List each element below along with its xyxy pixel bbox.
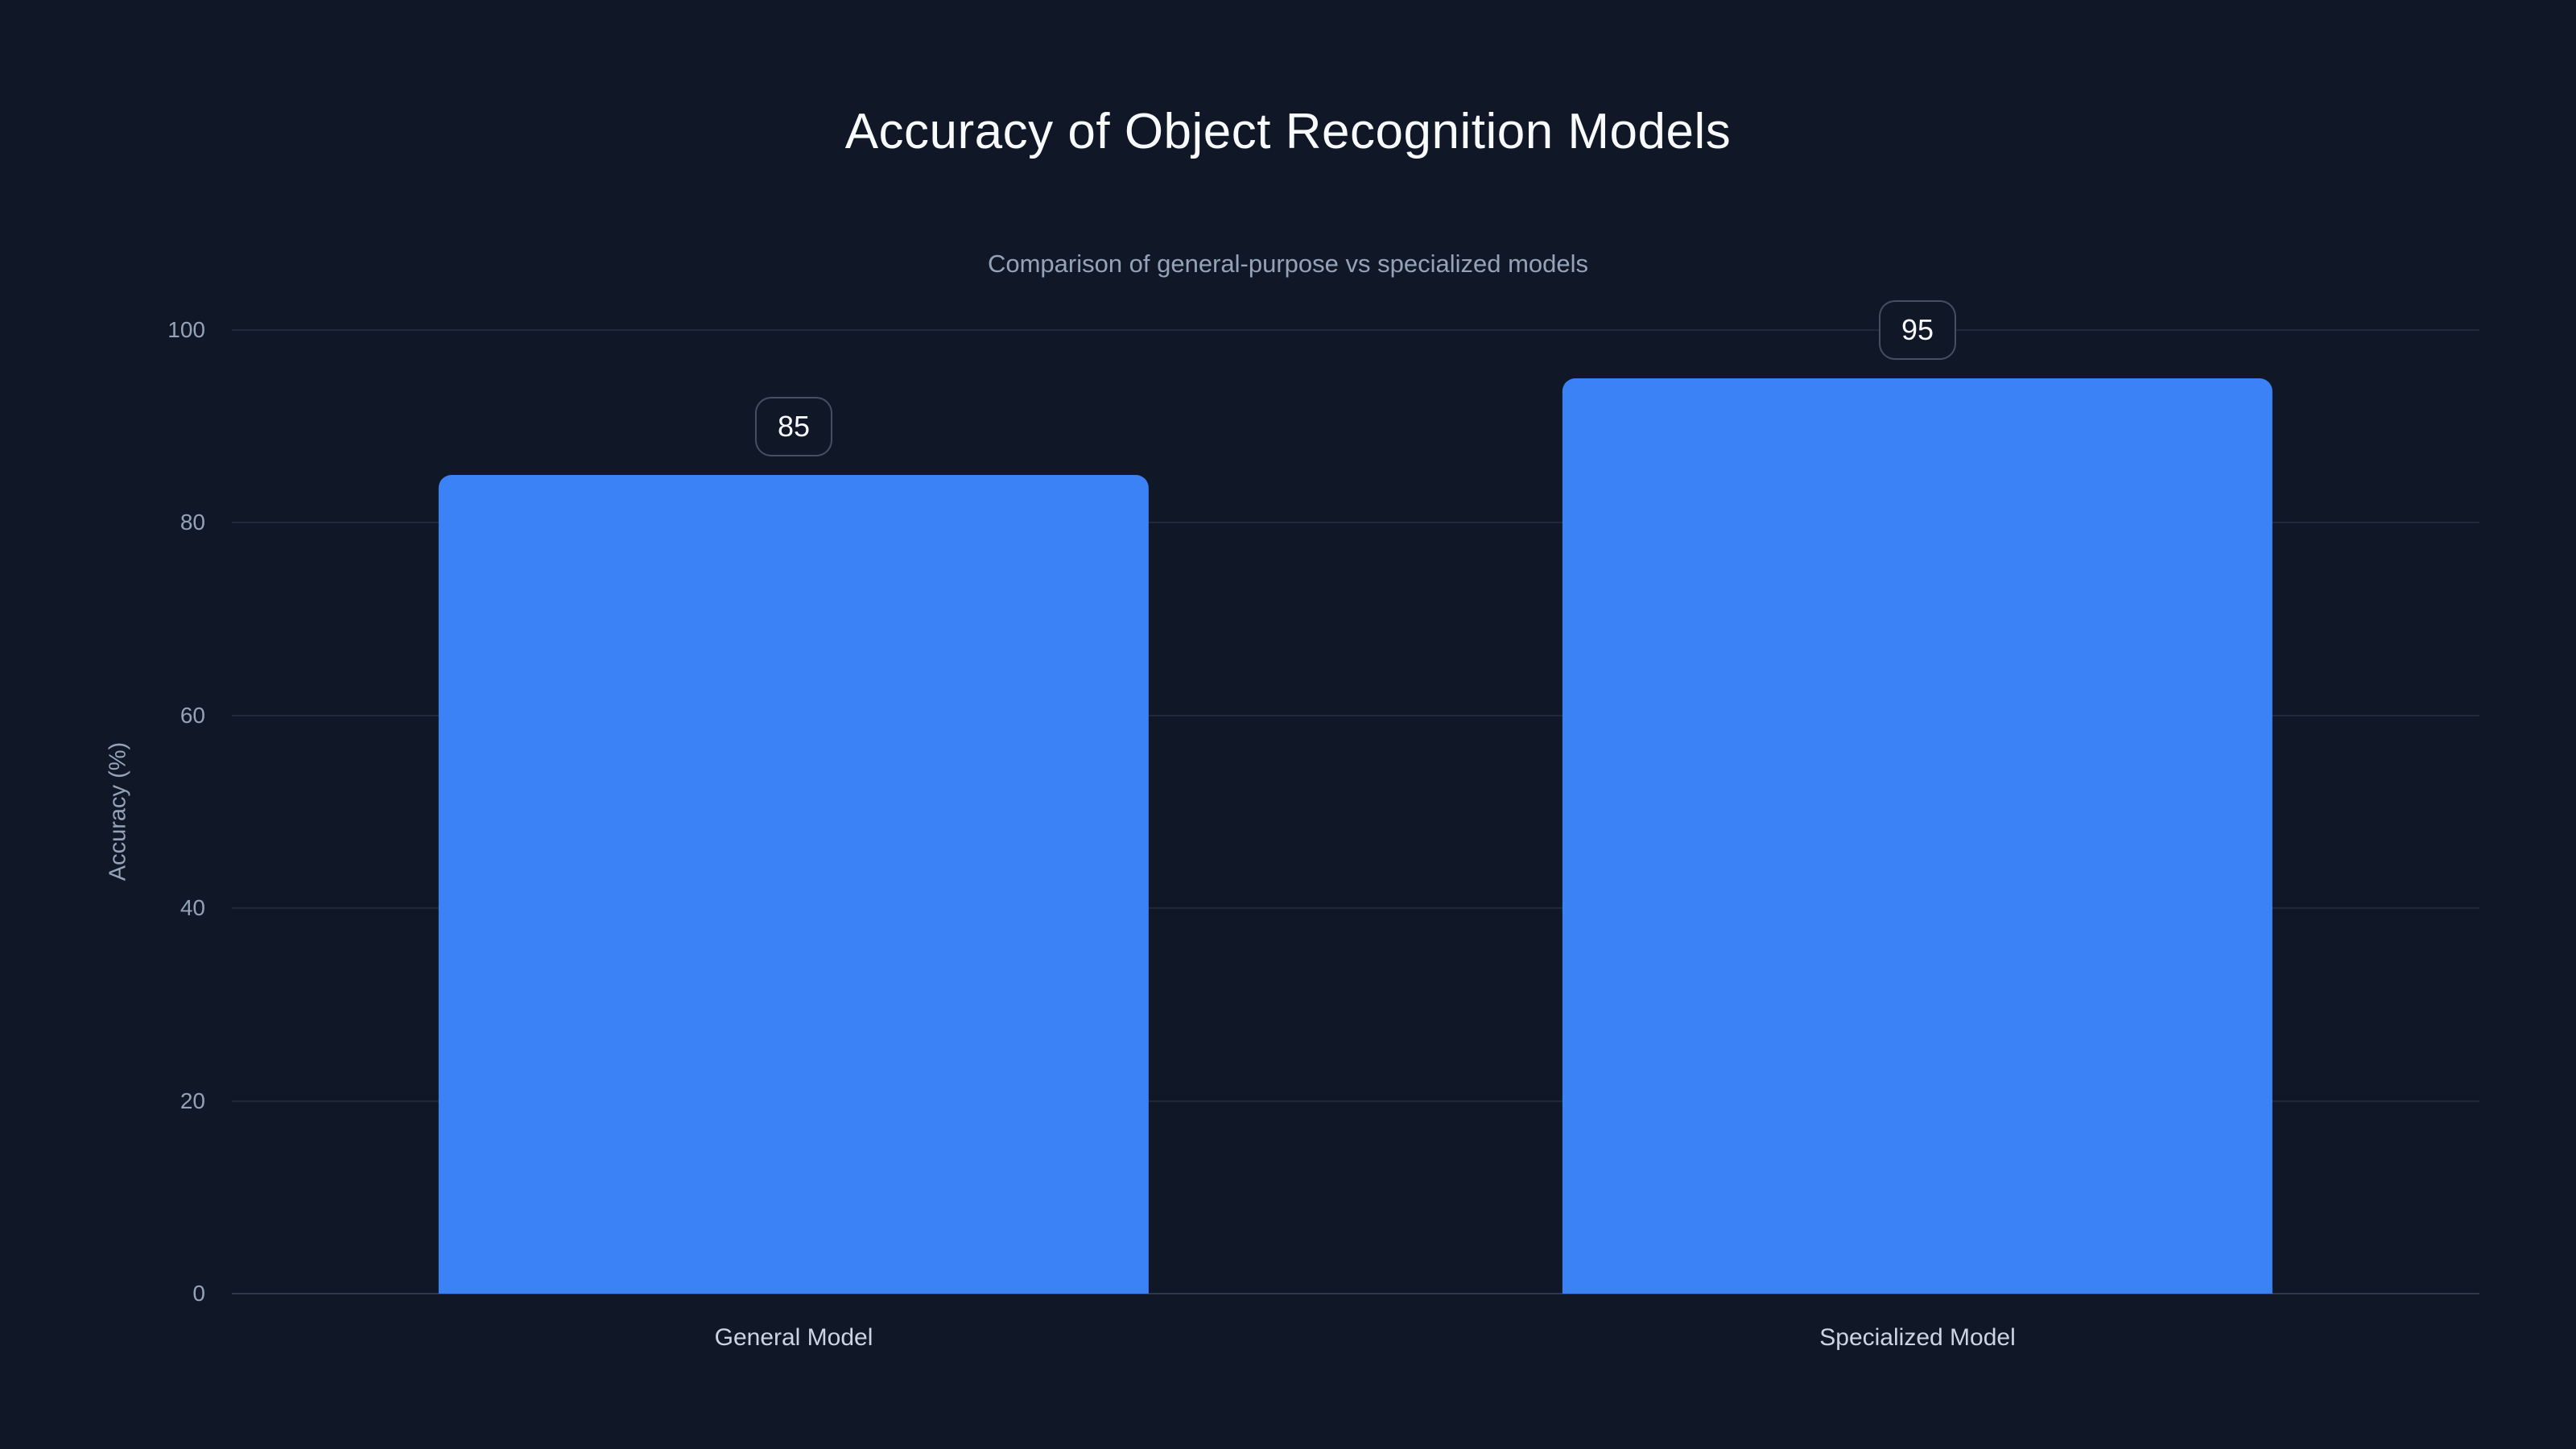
x-tick-label: Specialized Model (1819, 1324, 2016, 1351)
gridline (232, 522, 2479, 523)
gridline (232, 329, 2479, 331)
gridline (232, 907, 2479, 909)
y-tick-label: 20 (180, 1088, 205, 1113)
bar-general-model (438, 475, 1150, 1294)
value-badge: 95 (1878, 300, 1957, 360)
chart-title: Accuracy of Object Recognition Models (844, 104, 1732, 159)
x-tick-label: General Model (714, 1324, 873, 1351)
y-tick-label: 40 (180, 895, 205, 920)
x-axis-baseline (232, 1293, 2479, 1294)
value-badge: 85 (754, 397, 833, 456)
bar-specialized-model (1562, 378, 2273, 1294)
y-tick-label: 0 (192, 1281, 205, 1306)
y-tick-label: 60 (180, 703, 205, 728)
gridline (232, 715, 2479, 716)
plot-area: 85 General Model 95 Specialized Model (232, 300, 2479, 1351)
y-tick-label: 80 (180, 510, 205, 535)
y-tick-label: 100 (167, 317, 205, 342)
gridline (232, 1100, 2479, 1102)
chart-subtitle: Comparison of general-purpose vs special… (987, 250, 1589, 278)
y-axis-title: Accuracy (%) (105, 741, 131, 881)
y-axis: 0 20 40 60 80 100 (0, 317, 205, 1306)
